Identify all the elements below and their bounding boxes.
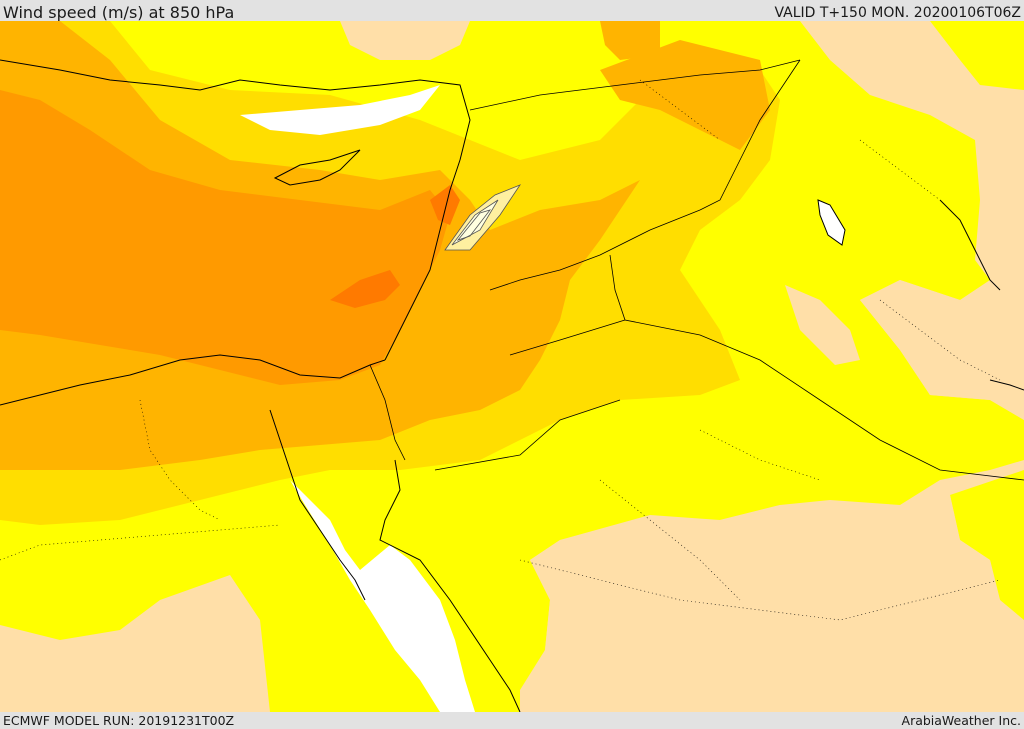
strong-wind-zone-iraq [600,40,770,150]
low-wind-patch-anatolia [340,21,470,60]
low-wind-patch-central [520,495,1024,712]
moderate-wind-zone-east [950,470,1024,620]
footer-bar [0,712,1024,729]
strong-wind-zone-turkey-north [600,21,660,60]
country-borders [369,59,1024,481]
wind-contour-cluster [444,184,522,251]
low-wind-patch-sw [0,575,270,712]
calm-zone-red-sea [290,480,475,712]
very-strong-wind-zone [0,90,450,385]
valid-time: VALID T+150 MON. 20200106T06Z [774,5,1021,21]
model-run-label: ECMWF MODEL RUN: 20191231T00Z [3,713,235,728]
map-title: Wind speed (m/s) at 850 hPa [3,3,235,22]
wind-speed-map [0,21,1024,712]
calm-zone-anatolia [240,85,440,135]
province-borders [0,79,1001,621]
credit-label: ArabiaWeather Inc. [901,713,1021,728]
header-bar [0,0,1024,21]
moderate-wind-zone-ne [930,21,1024,90]
coastlines [0,59,1024,712]
severe-wind-core-lebanon [430,185,460,225]
low-wind-patch-syria-desert [785,285,860,365]
low-wind-patch-iran [860,280,1024,420]
severe-wind-core [330,270,400,308]
calm-zone-lake [818,200,845,245]
